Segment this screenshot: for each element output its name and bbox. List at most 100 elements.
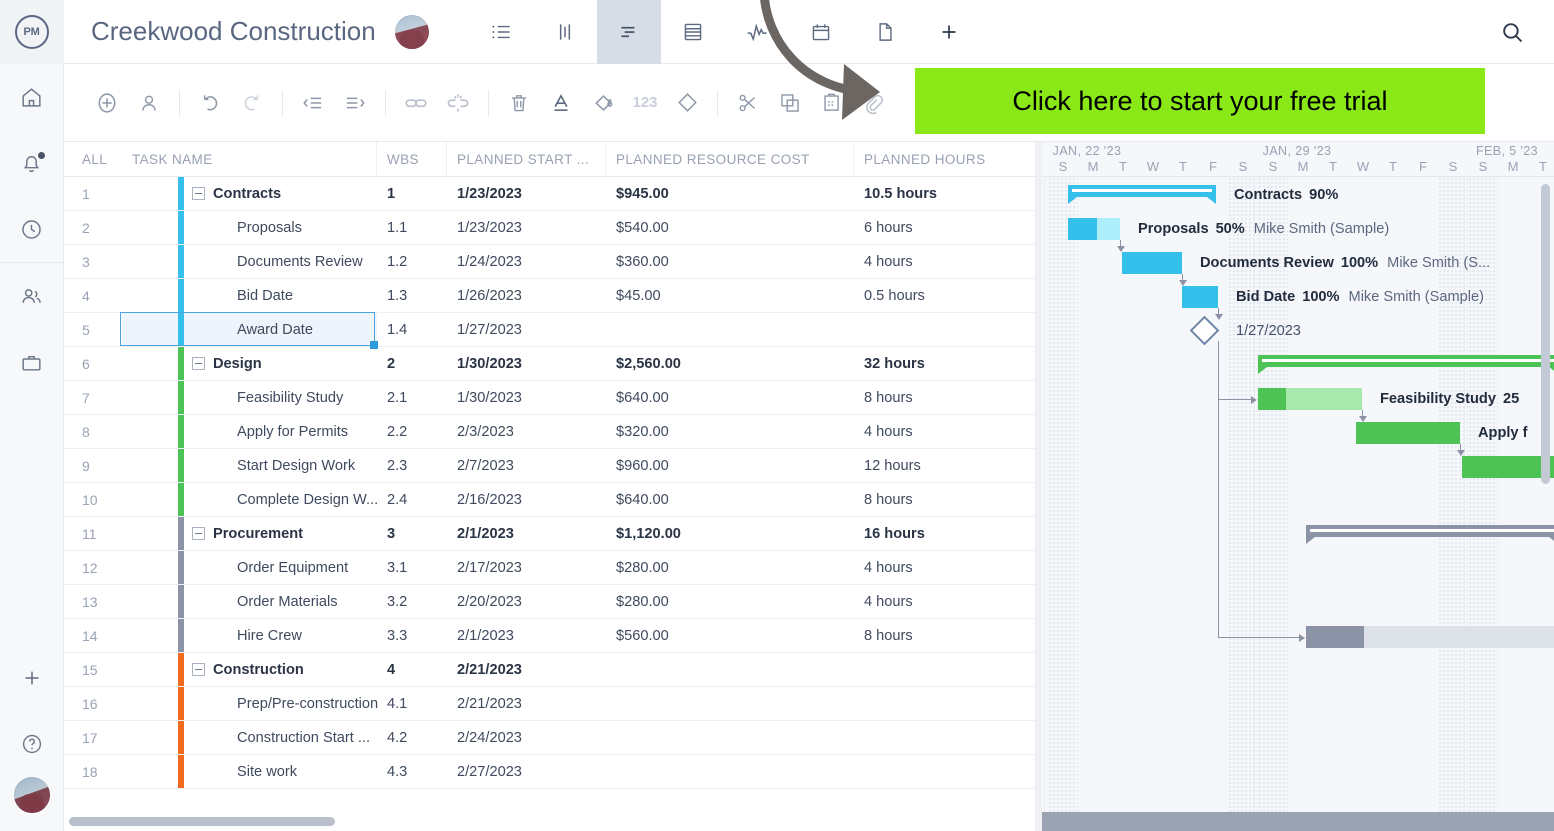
cell-task-name[interactable]: Prep/Pre-construction (122, 687, 378, 720)
sidebar-item-timesheets[interactable] (0, 196, 64, 262)
project-owner-avatar[interactable] (394, 14, 429, 49)
table-row[interactable]: 2 Proposals 1.1 1/23/2023 $540.00 6 hours (64, 211, 1035, 245)
cell-wbs[interactable]: 3.2 (387, 593, 408, 610)
grid-horizontal-scrollbar[interactable] (64, 812, 1035, 831)
cell-planned-resource-cost[interactable]: $540.00 (616, 219, 669, 236)
cell-planned-resource-cost[interactable]: $640.00 (616, 491, 669, 508)
undo-button[interactable] (189, 80, 231, 126)
attachment-button[interactable] (853, 80, 895, 126)
column-header-wbs[interactable]: WBS (377, 142, 447, 177)
cell-planned-resource-cost[interactable]: $960.00 (616, 457, 669, 474)
cell-wbs[interactable]: 1.4 (387, 321, 408, 338)
gantt-summary-bar[interactable] (1258, 355, 1554, 367)
cell-wbs[interactable]: 1.1 (387, 219, 408, 236)
gantt-task-bar[interactable] (1356, 422, 1460, 444)
column-header-planned-resource-cost[interactable]: PLANNED RESOURCE COST (606, 142, 854, 177)
table-row[interactable]: 15 Construction 4 2/21/2023 (64, 653, 1035, 687)
sidebar-item-help[interactable] (0, 711, 64, 777)
column-header-all[interactable]: ALL (82, 151, 108, 167)
tab-pages[interactable] (853, 0, 917, 64)
cell-planned-hours[interactable] (854, 687, 1035, 720)
collapse-toggle-icon[interactable] (192, 187, 205, 200)
gantt-summary-bar[interactable] (1068, 185, 1216, 197)
paste-button[interactable] (811, 80, 853, 126)
table-row[interactable]: 18 Site work 4.3 2/27/2023 (64, 755, 1035, 789)
tab-sheet[interactable] (661, 0, 725, 64)
cell-task-name[interactable]: Proposals (122, 211, 377, 244)
sidebar-item-notifications[interactable] (0, 130, 64, 196)
cell-planned-start[interactable]: 2/27/2023 (457, 763, 522, 780)
cell-planned-hours[interactable]: 16 hours (864, 525, 925, 542)
cell-planned-hours[interactable]: 4 hours (864, 593, 913, 610)
table-row[interactable]: 3 Documents Review 1.2 1/24/2023 $360.00 4 ho… (64, 245, 1035, 279)
cell-planned-resource-cost[interactable]: $560.00 (616, 627, 669, 644)
cell-planned-hours[interactable]: 6 hours (864, 219, 913, 236)
table-row[interactable]: 14 Hire Crew 3.3 2/1/2023 $560.00 8 hours (64, 619, 1035, 653)
cell-wbs[interactable]: 3 (387, 525, 396, 542)
link-tasks-button[interactable] (395, 80, 437, 126)
cell-planned-hours[interactable]: 0.5 hours (864, 287, 925, 304)
pane-divider[interactable] (1035, 142, 1042, 831)
cell-planned-resource-cost[interactable] (606, 687, 854, 720)
gantt-summary-bar[interactable] (1306, 525, 1554, 537)
sidebar-item-add[interactable] (0, 645, 64, 711)
assign-resource-button[interactable] (128, 80, 170, 126)
copy-button[interactable] (769, 80, 811, 126)
cell-wbs[interactable]: 4 (387, 661, 396, 678)
cell-planned-start[interactable]: 2/16/2023 (457, 491, 522, 508)
cell-task-name[interactable]: Award Date (122, 313, 377, 346)
cell-planned-hours[interactable]: 8 hours (864, 491, 913, 508)
collapse-toggle-icon[interactable] (192, 663, 205, 676)
cell-planned-start[interactable]: 1/30/2023 (457, 389, 522, 406)
cell-task-name[interactable]: Construction Start ... (122, 721, 377, 754)
cell-planned-start[interactable]: 1/27/2023 (457, 321, 522, 338)
delete-button[interactable] (498, 80, 540, 126)
column-header-planned-start[interactable]: PLANNED START ... (447, 142, 606, 177)
cell-wbs[interactable]: 1 (387, 185, 396, 202)
number-format-button[interactable]: 123 (632, 94, 658, 111)
sidebar-item-home[interactable] (0, 64, 64, 130)
cell-planned-start[interactable]: 2/3/2023 (457, 423, 514, 440)
text-color-button[interactable] (540, 80, 582, 126)
cell-wbs[interactable]: 4.2 (387, 729, 408, 746)
cell-wbs[interactable]: 2.2 (387, 423, 408, 440)
fill-color-button[interactable] (582, 80, 624, 126)
collapse-toggle-icon[interactable] (192, 527, 205, 540)
table-row[interactable]: 13 Order Materials 3.2 2/20/2023 $280.00 4 ho… (64, 585, 1035, 619)
cell-planned-start[interactable]: 2/20/2023 (457, 593, 522, 610)
cell-planned-resource-cost[interactable] (606, 313, 854, 346)
sidebar-item-team[interactable] (0, 263, 64, 329)
cell-wbs[interactable]: 4.1 (387, 695, 408, 712)
unlink-tasks-button[interactable] (437, 80, 479, 126)
table-row[interactable]: 9 Start Design Work 2.3 2/7/2023 $960.00 12 h… (64, 449, 1035, 483)
gantt-milestone[interactable] (1189, 315, 1220, 346)
cell-task-name[interactable]: Site work (122, 755, 377, 788)
cell-planned-hours[interactable] (854, 721, 1035, 754)
cell-planned-start[interactable]: 2/21/2023 (457, 661, 522, 678)
gantt-task-bar[interactable] (1462, 456, 1554, 478)
gantt-vertical-scrollbar-thumb[interactable] (1541, 184, 1550, 484)
cell-task-name[interactable]: Bid Date (122, 279, 377, 312)
cell-planned-resource-cost[interactable]: $640.00 (616, 389, 669, 406)
table-row[interactable]: 4 Bid Date 1.3 1/26/2023 $45.00 0.5 hours (64, 279, 1035, 313)
cell-wbs[interactable]: 4.3 (387, 763, 408, 780)
cell-planned-resource-cost[interactable]: $45.00 (616, 287, 661, 304)
cell-planned-resource-cost[interactable]: $945.00 (616, 185, 669, 202)
cell-planned-start[interactable]: 1/30/2023 (457, 355, 522, 372)
table-row[interactable]: 7 Feasibility Study 2.1 1/30/2023 $640.00 8 h… (64, 381, 1035, 415)
cell-planned-resource-cost[interactable]: $280.00 (616, 593, 669, 610)
cell-planned-hours[interactable]: 8 hours (864, 627, 913, 644)
table-row[interactable]: 17 Construction Start ... 4.2 2/24/2023 (64, 721, 1035, 755)
cell-task-name[interactable]: Contracts (122, 177, 377, 210)
gantt-task-bar[interactable] (1122, 252, 1182, 274)
gantt-task-bar[interactable] (1068, 218, 1120, 240)
gantt-task-bar[interactable] (1306, 626, 1554, 648)
sidebar-item-portfolio[interactable] (0, 329, 64, 395)
cell-wbs[interactable]: 2 (387, 355, 396, 372)
cell-task-name[interactable]: Hire Crew (122, 619, 377, 652)
gantt-task-bar[interactable] (1182, 286, 1218, 308)
cell-planned-resource-cost[interactable]: $360.00 (616, 253, 669, 270)
search-button[interactable] (1484, 0, 1540, 64)
cell-planned-hours[interactable] (854, 755, 1035, 788)
redo-button[interactable] (231, 80, 273, 126)
